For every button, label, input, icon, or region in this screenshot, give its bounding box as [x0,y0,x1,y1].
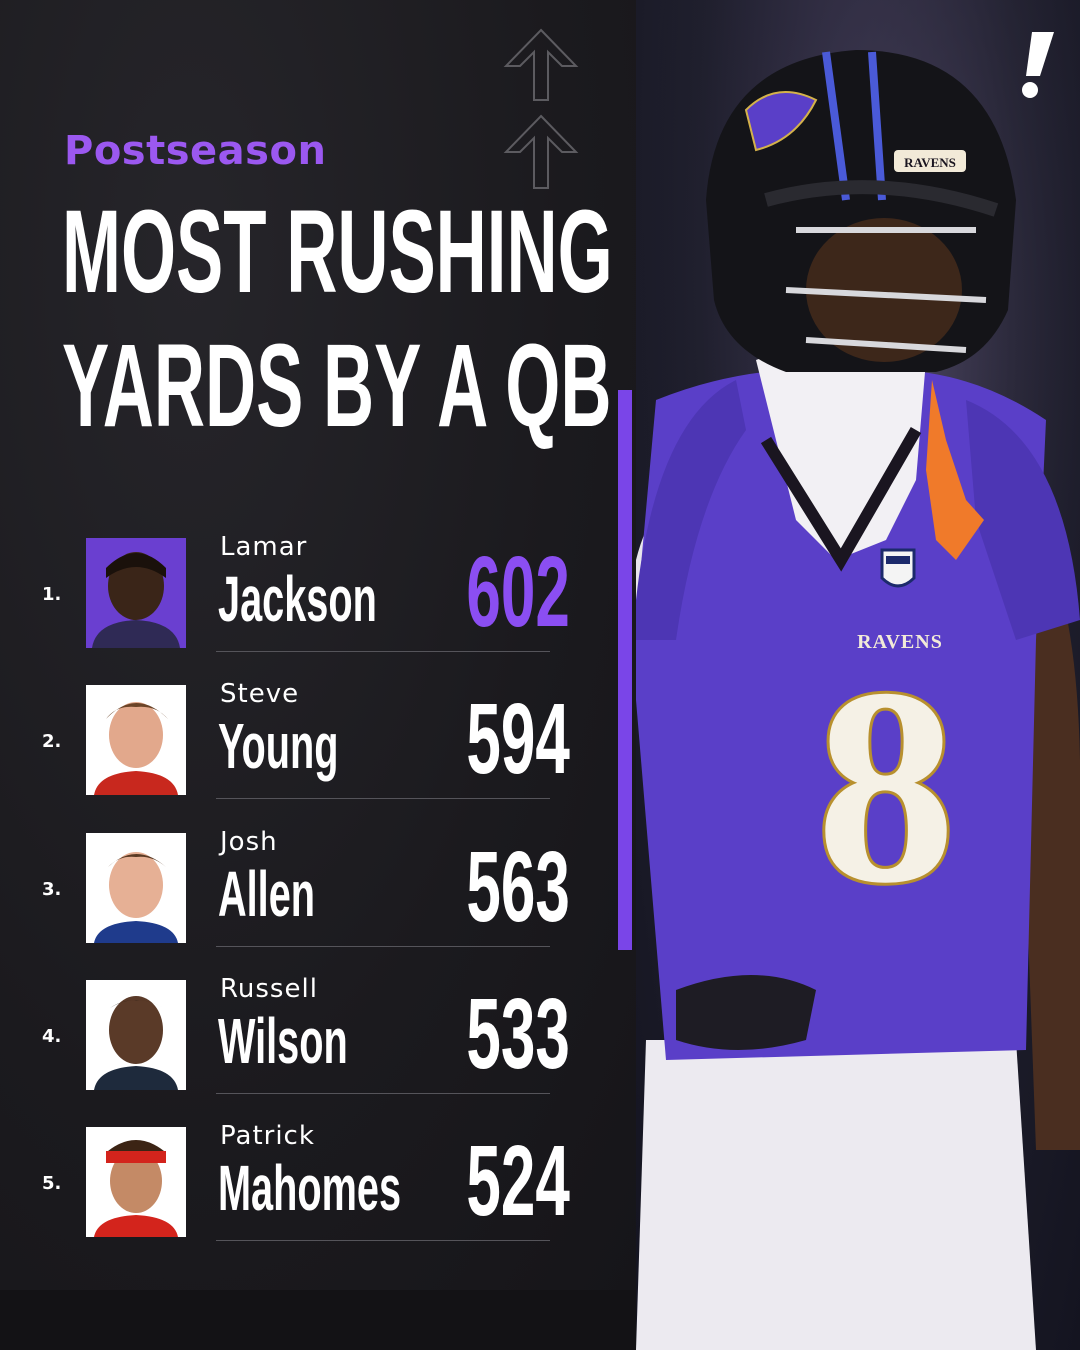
accent-bar [618,390,632,950]
hero-photo: RAVENS 8 RAVENS [636,0,1080,1350]
leader-row: 2. Steve Young 594 [0,675,636,805]
jersey-number: 8 [816,630,956,941]
player-headshot [86,1127,186,1237]
yards-value: 524 [466,1125,570,1237]
first-name: Patrick [220,1121,315,1151]
bottom-strip [0,1290,636,1350]
helmet-wordmark: RAVENS [904,155,956,170]
rank-label: 5. [42,1173,62,1194]
first-name: Russell [220,974,318,1004]
exclamation-logo-icon [1022,32,1054,98]
jersey-wordmark: RAVENS [857,631,943,653]
nfl-shield-icon [880,548,916,588]
player-headshot [86,980,186,1090]
subtitle: Postseason [64,128,327,174]
page-title: MOST RUSHING YARDS BY A QB [62,185,626,453]
leader-row: 5. Patrick Mahomes 524 [0,1117,636,1247]
last-name: Young [218,710,339,782]
player-headshot [86,685,186,795]
first-name: Josh [220,827,278,857]
first-name: Steve [220,679,300,709]
yards-value: 533 [466,978,570,1090]
title-line-1: MOST RUSHING [62,186,613,318]
last-name: Allen [218,858,316,930]
rank-label: 1. [42,584,62,605]
player-headshot [86,538,186,648]
rank-label: 3. [42,879,62,900]
row-divider [216,1240,550,1241]
rank-label: 2. [42,731,62,752]
title-line-2: YARDS BY A QB [62,320,612,452]
row-divider [216,946,550,947]
leader-row: 3. Josh Allen 563 [0,823,636,953]
yards-value: 602 [466,536,570,648]
yards-value: 563 [466,831,570,943]
last-name: Wilson [218,1005,348,1077]
first-name: Lamar [220,532,308,562]
row-divider [216,651,550,652]
last-name: Mahomes [218,1152,402,1224]
leader-row: 4. Russell Wilson 533 [0,970,636,1100]
last-name: Jackson [218,563,377,635]
player-headshot [86,833,186,943]
row-divider [216,798,550,799]
row-divider [216,1093,550,1094]
up-arrow-icon [503,28,579,189]
leader-row: 1. Lamar Jackson 602 [0,528,636,658]
rank-label: 4. [42,1026,62,1047]
yards-value: 594 [466,683,570,795]
